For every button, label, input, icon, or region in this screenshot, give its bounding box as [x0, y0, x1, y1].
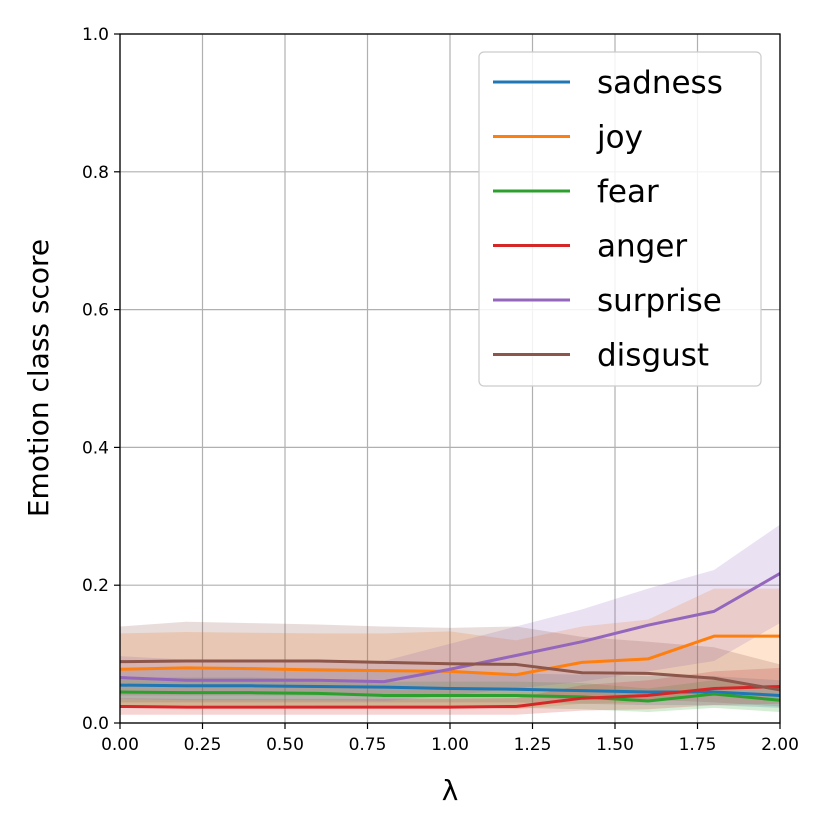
anger-band [120, 667, 780, 715]
surprise-line [119, 572, 781, 684]
series-lines [119, 572, 781, 709]
legend-label-surprise: surprise [597, 283, 722, 319]
legend-label-anger: anger [597, 229, 687, 265]
x-tick-label: 0.00 [101, 735, 139, 755]
legend-label-fear: fear [597, 174, 659, 210]
disgust-line [119, 659, 781, 692]
surprise-band [120, 524, 780, 701]
legend-label-sadness: sadness [597, 65, 723, 101]
legend-label-joy: joy [596, 120, 643, 156]
y-tick-label: 1.0 [82, 25, 109, 45]
y-tick-label: 0.4 [82, 438, 109, 458]
x-tick-label: 1.25 [514, 735, 552, 755]
x-tick-label: 0.25 [184, 735, 222, 755]
y-tick-label: 0.2 [82, 576, 109, 596]
x-tick-label: 2.00 [761, 735, 799, 755]
x-axis-label: λ [442, 774, 459, 807]
legend: sadness joy fear anger surprise disgust [478, 51, 762, 387]
y-tick-label: 0.8 [82, 163, 109, 183]
x-axis-ticks: 0.00 0.25 0.50 0.75 1.00 1.25 1.50 1.75 2.00 [101, 723, 799, 755]
x-tick-label: 1.75 [679, 735, 717, 755]
x-tick-label: 0.75 [349, 735, 387, 755]
legend-label-disgust: disgust [597, 338, 709, 374]
x-tick-label: 0.50 [266, 735, 304, 755]
fear-line [119, 690, 781, 703]
y-tick-label: 0.6 [82, 301, 109, 321]
y-axis-label: Emotion class score [22, 239, 55, 517]
y-axis-ticks: 0.0 0.2 0.4 0.6 0.8 1.0 [82, 25, 120, 734]
legend-box [478, 51, 762, 387]
joy-line [119, 634, 780, 677]
anger-line [119, 684, 781, 709]
x-tick-label: 1.50 [596, 735, 634, 755]
x-tick-label: 1.00 [431, 735, 469, 755]
y-tick-label: 0.0 [82, 714, 109, 734]
